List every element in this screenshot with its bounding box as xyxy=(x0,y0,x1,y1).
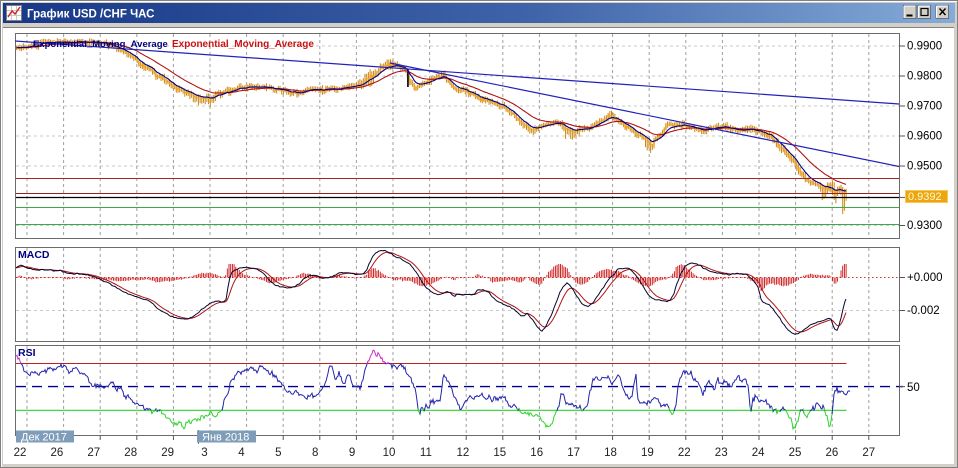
svg-text:18: 18 xyxy=(604,447,617,459)
svg-text:RSI: RSI xyxy=(18,347,36,359)
svg-text:22: 22 xyxy=(14,447,27,459)
svg-text:50: 50 xyxy=(907,382,920,394)
svg-text:27: 27 xyxy=(862,447,875,459)
svg-text:16: 16 xyxy=(530,447,543,459)
svg-text:0.9600: 0.9600 xyxy=(907,131,942,143)
svg-text:3: 3 xyxy=(201,447,207,459)
svg-text:0.9500: 0.9500 xyxy=(907,161,942,173)
svg-text:25: 25 xyxy=(789,447,802,459)
svg-text:0.9900: 0.9900 xyxy=(907,41,942,53)
svg-text:15: 15 xyxy=(493,447,506,459)
svg-text:Exponential_Moving_Average: Exponential_Moving_Average xyxy=(172,39,314,50)
svg-text:0.9300: 0.9300 xyxy=(907,220,942,232)
svg-text:22: 22 xyxy=(678,447,691,459)
svg-text:26: 26 xyxy=(826,447,839,459)
svg-text:10: 10 xyxy=(383,447,396,459)
svg-text:4: 4 xyxy=(238,447,245,459)
svg-text:Exponential_Moving_Average: Exponential_Moving_Average xyxy=(33,39,168,50)
svg-text:28: 28 xyxy=(124,447,137,459)
svg-text:12: 12 xyxy=(457,447,470,459)
svg-text:0.9392: 0.9392 xyxy=(908,191,942,203)
svg-text:-0.002: -0.002 xyxy=(907,305,940,317)
svg-text:17: 17 xyxy=(567,447,580,459)
svg-text:19: 19 xyxy=(641,447,654,459)
svg-text:23: 23 xyxy=(715,447,728,459)
svg-text:9: 9 xyxy=(349,447,355,459)
svg-text:8: 8 xyxy=(312,447,318,459)
svg-text:0.9700: 0.9700 xyxy=(907,101,942,113)
svg-text:MACD: MACD xyxy=(18,249,50,261)
svg-text:Дек 2017: Дек 2017 xyxy=(21,432,67,444)
svg-text:24: 24 xyxy=(752,447,765,459)
svg-text:27: 27 xyxy=(87,447,100,459)
svg-text:11: 11 xyxy=(420,447,432,459)
svg-text:График USD /CHF ЧАС: График USD /CHF ЧАС xyxy=(27,9,155,21)
svg-text:29: 29 xyxy=(161,447,174,459)
svg-text:0.9800: 0.9800 xyxy=(907,71,942,83)
svg-text:26: 26 xyxy=(51,447,64,459)
svg-text:+0.000: +0.000 xyxy=(907,272,943,284)
svg-text:Янв 2018: Янв 2018 xyxy=(202,432,249,444)
svg-text:5: 5 xyxy=(275,447,281,459)
